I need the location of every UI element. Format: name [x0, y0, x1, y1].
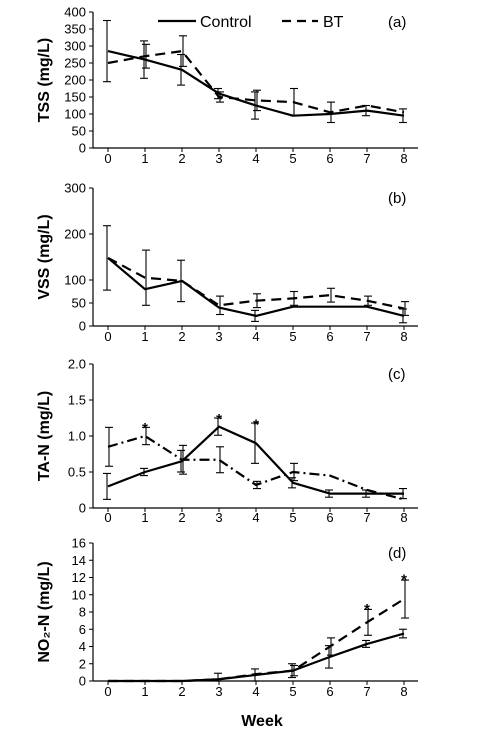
- x-tick-label: 0: [104, 329, 111, 344]
- y-axis-title: TA-N (mg/L): [36, 391, 53, 481]
- panel-label: (c): [388, 366, 406, 383]
- series-line-bt: [107, 434, 405, 501]
- series-line-control: [107, 425, 404, 495]
- y-tick-label: 0: [79, 141, 86, 156]
- y-tick-label: 250: [64, 56, 86, 71]
- x-tick-label: 0: [104, 684, 111, 699]
- legend-bt-label: BT: [323, 14, 344, 31]
- y-tick-label: 0: [79, 319, 86, 334]
- y-tick-label: 14: [72, 553, 86, 568]
- series-line-bt: [107, 49, 405, 114]
- y-tick-label: 300: [64, 39, 86, 54]
- x-tick-label: 1: [141, 510, 148, 525]
- x-tick-label: 2: [178, 684, 185, 699]
- x-tick-label: 8: [400, 151, 407, 166]
- x-tick-label: 1: [141, 684, 148, 699]
- x-tick-label: 2: [178, 329, 185, 344]
- x-tick-label: 5: [289, 684, 296, 699]
- x-tick-label: 8: [400, 329, 407, 344]
- significance-marker: *: [401, 572, 407, 589]
- y-tick-label: 4: [79, 639, 86, 654]
- x-tick-label: 3: [215, 151, 222, 166]
- y-tick-label: 12: [72, 570, 86, 585]
- y-tick-label: 1.0: [68, 429, 86, 444]
- y-axis-title: NO₂-N (mg/L): [36, 561, 53, 662]
- y-tick-label: 0: [79, 501, 86, 516]
- y-tick-label: 2: [79, 656, 86, 671]
- y-tick-label: 400: [64, 5, 86, 20]
- y-tick-label: 10: [72, 587, 86, 602]
- x-tick-label: 2: [178, 151, 185, 166]
- y-tick-label: 16: [72, 536, 86, 551]
- significance-marker: *: [216, 411, 222, 428]
- x-tick-label: 8: [400, 510, 407, 525]
- x-tick-label: 6: [326, 510, 333, 525]
- x-tick-label: 3: [215, 329, 222, 344]
- x-tick-label: 2: [178, 510, 185, 525]
- y-tick-label: 350: [64, 22, 86, 37]
- x-tick-label: 1: [141, 329, 148, 344]
- significance-marker: *: [142, 420, 148, 437]
- x-tick-label: 6: [326, 151, 333, 166]
- x-tick-label: 8: [400, 684, 407, 699]
- x-tick-label: 5: [289, 151, 296, 166]
- y-tick-label: 150: [64, 90, 86, 105]
- legend-control-label: Control: [200, 14, 252, 31]
- series-line-control: [107, 50, 405, 117]
- y-tick-label: 2.0: [68, 357, 86, 372]
- y-tick-label: 100: [64, 273, 86, 288]
- y-tick-label: 300: [64, 181, 86, 196]
- x-tick-label: 4: [252, 684, 259, 699]
- y-tick-label: 50: [72, 124, 86, 139]
- x-tick-label: 4: [252, 510, 259, 525]
- x-tick-label: 7: [363, 151, 370, 166]
- series-line-bt: [108, 598, 405, 683]
- x-tick-label: 4: [252, 151, 259, 166]
- y-tick-label: 6: [79, 622, 86, 637]
- x-tick-label: 7: [363, 684, 370, 699]
- y-tick-label: 50: [72, 296, 86, 311]
- x-tick-label: 7: [363, 510, 370, 525]
- panel-b: 0 50 100 200 300 0 1 2 3 4 5 6 7 8 VSS (mg/L) (b): [36, 181, 418, 344]
- y-axis-title: VSS (mg/L): [36, 214, 53, 299]
- x-tick-label: 5: [289, 510, 296, 525]
- significance-marker: *: [364, 601, 370, 618]
- x-tick-label: 0: [104, 151, 111, 166]
- y-tick-label: 1.5: [68, 393, 86, 408]
- legend: Control BT: [158, 14, 344, 31]
- y-axis-title: TSS (mg/L): [36, 38, 53, 122]
- y-tick-label: 0.5: [68, 465, 86, 480]
- panel-label: (a): [388, 14, 406, 31]
- x-tick-label: 0: [104, 510, 111, 525]
- panel-a: 0 50 100 150 200 250 300 350 400 0 1 2 3 4 5 6 7 8 TSS (mg…: [36, 5, 418, 166]
- panel-c: 0 0.5 1.0 1.5 2.0 0 1 2 3 4 5 6 7 8 TA-N (mg/L) (c) * * *: [36, 357, 418, 525]
- x-tick-label: 3: [215, 684, 222, 699]
- panel-label: (d): [388, 545, 406, 562]
- y-tick-label: 200: [64, 73, 86, 88]
- y-tick-label: 0: [79, 674, 86, 689]
- x-tick-label: 3: [215, 510, 222, 525]
- series-line-bt: [107, 256, 405, 310]
- panel-label: (b): [388, 190, 406, 207]
- y-tick-label: 200: [64, 227, 86, 242]
- x-tick-label: 5: [289, 329, 296, 344]
- x-tick-label: 7: [363, 329, 370, 344]
- significance-marker: *: [253, 417, 259, 434]
- y-tick-label: 8: [79, 605, 86, 620]
- y-tick-label: 100: [64, 107, 86, 122]
- x-tick-label: 1: [141, 151, 148, 166]
- x-tick-label: 4: [252, 329, 259, 344]
- x-tick-label: 6: [326, 684, 333, 699]
- series-line-control: [107, 257, 405, 317]
- x-axis-title: Week: [241, 713, 283, 730]
- x-tick-label: 6: [326, 329, 333, 344]
